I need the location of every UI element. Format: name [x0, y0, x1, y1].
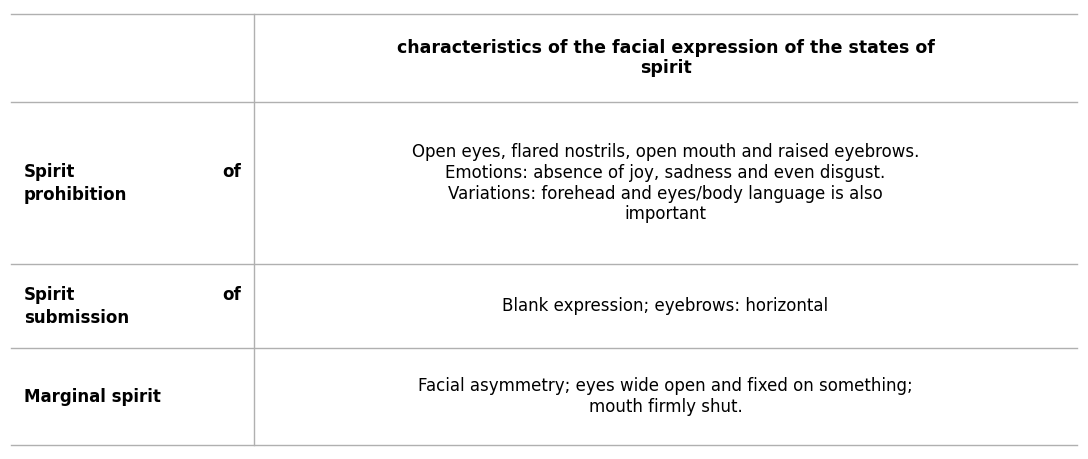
Text: prohibition: prohibition [24, 185, 127, 204]
Text: Open eyes, flared nostrils, open mouth and raised eyebrows.
Emotions: absence of: Open eyes, flared nostrils, open mouth a… [412, 143, 919, 224]
Text: characteristics of the facial expression of the states of
spirit: characteristics of the facial expression… [397, 39, 935, 78]
Text: Facial asymmetry; eyes wide open and fixed on something;
mouth firmly shut.: Facial asymmetry; eyes wide open and fix… [418, 377, 913, 416]
Text: Blank expression; eyebrows: horizontal: Blank expression; eyebrows: horizontal [503, 297, 829, 315]
Text: Spirit: Spirit [24, 285, 75, 303]
Text: submission: submission [24, 308, 129, 326]
Text: of: of [222, 285, 240, 303]
Text: Marginal spirit: Marginal spirit [24, 388, 161, 406]
Text: Spirit: Spirit [24, 162, 75, 181]
Text: of: of [222, 162, 240, 181]
